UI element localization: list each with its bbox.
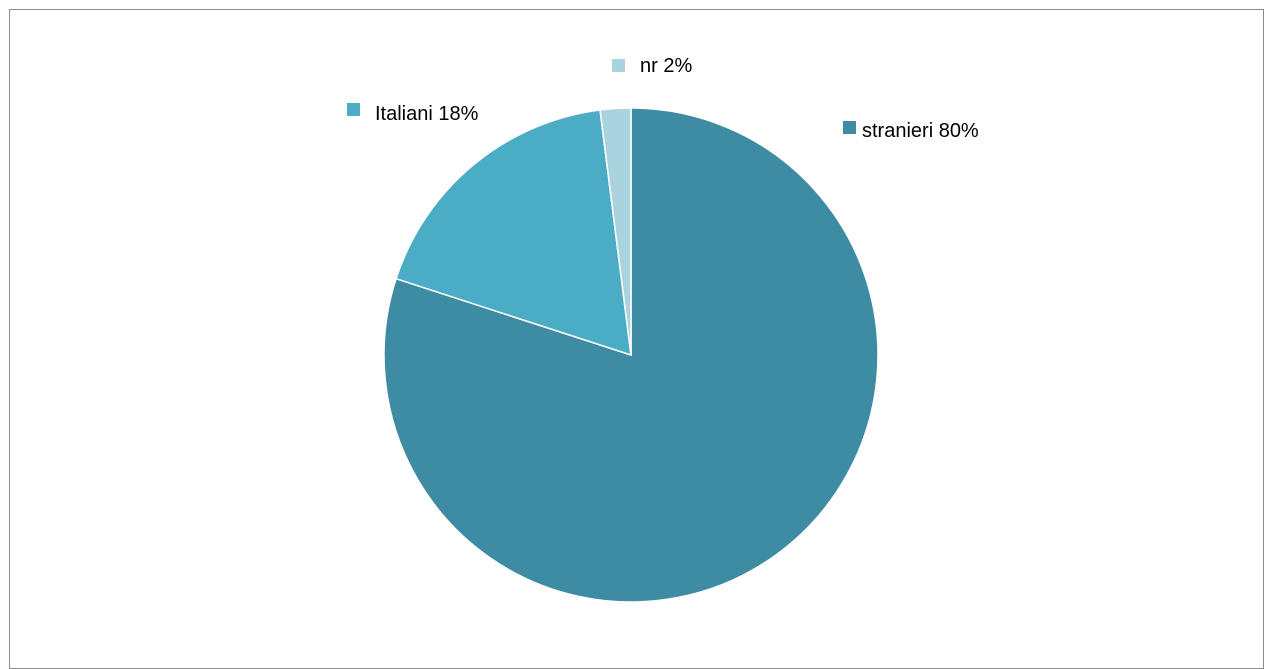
legend-marker-1 <box>843 121 856 134</box>
pie-chart: stranieri 80% Italiani 18% nr 2% <box>347 55 979 603</box>
slice-label-1: stranieri 80% <box>862 120 979 142</box>
pie-slice-2 <box>395 109 632 357</box>
slice-label-3: nr 2% <box>640 55 692 77</box>
pie-labels: stranieri 80% Italiani 18% nr 2% <box>347 55 979 142</box>
pie-slice-1 <box>383 107 879 603</box>
pie-slice-3 <box>599 107 632 356</box>
pie-slices <box>383 107 879 603</box>
legend-marker-3 <box>612 59 625 72</box>
slice-label-2: Italiani 18% <box>375 103 479 125</box>
legend-marker-2 <box>347 103 360 116</box>
